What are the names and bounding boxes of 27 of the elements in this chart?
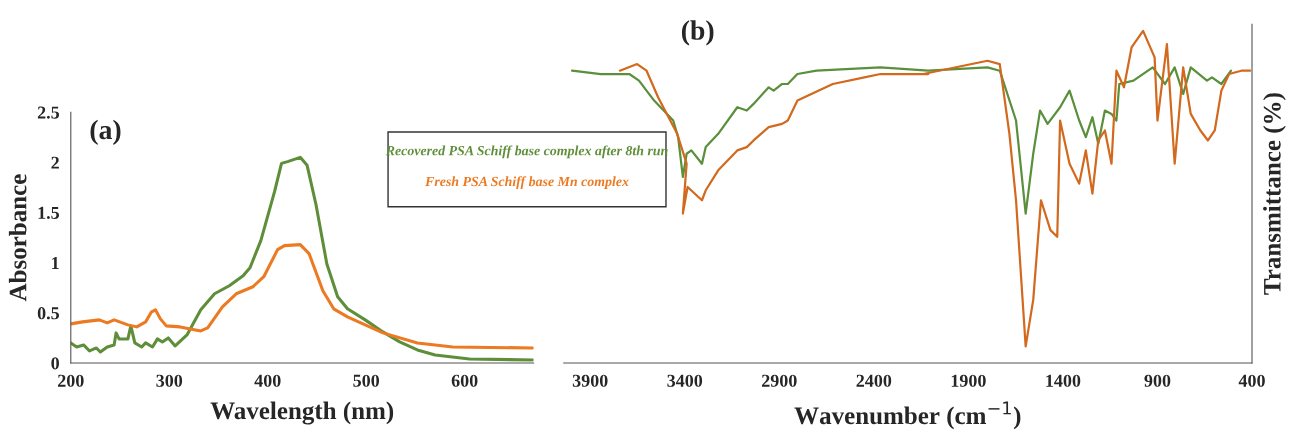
x-tick-label: 1900 <box>951 374 986 387</box>
y-tick-label: 1 <box>52 257 59 269</box>
x-tick-label: 300 <box>156 374 183 387</box>
x-axis-title: Wavelength (nm) <box>210 401 394 425</box>
chart-title: (a) <box>90 119 121 145</box>
x-tick-label: 400 <box>254 374 281 387</box>
line-series <box>70 243 534 350</box>
chart-title: (b) <box>681 20 714 46</box>
x-tick-label: 200 <box>58 374 84 387</box>
x-tick-label: 500 <box>353 374 380 387</box>
x-tick-label: 2400 <box>856 374 892 387</box>
x-tick-label: 400 <box>1238 374 1265 387</box>
text: Fresh PSA Schiff base Mn complex <box>425 176 629 189</box>
x-tick-label: 900 <box>1144 374 1171 387</box>
y-tick-label: 0 <box>51 357 59 370</box>
y-tick-label: 2.5 <box>37 106 60 119</box>
x-tick-label: 2900 <box>761 374 797 387</box>
x-tick-label: 3400 <box>667 374 703 387</box>
x-tick-label: 600 <box>451 374 478 387</box>
y-axis-title: Transmittance (%) <box>1263 93 1286 295</box>
x-axis-title: Wavenumber (cm$^{−1}$) <box>794 401 1021 430</box>
y-tick-label: 1.5 <box>38 206 60 220</box>
x-tick-label: 1400 <box>1046 374 1081 387</box>
y-tick-label: 0.5 <box>37 307 60 320</box>
y-tick-label: 2 <box>51 156 59 169</box>
x-tick-label: 3900 <box>572 374 608 387</box>
y-axis-title: Absorbance <box>8 174 27 302</box>
